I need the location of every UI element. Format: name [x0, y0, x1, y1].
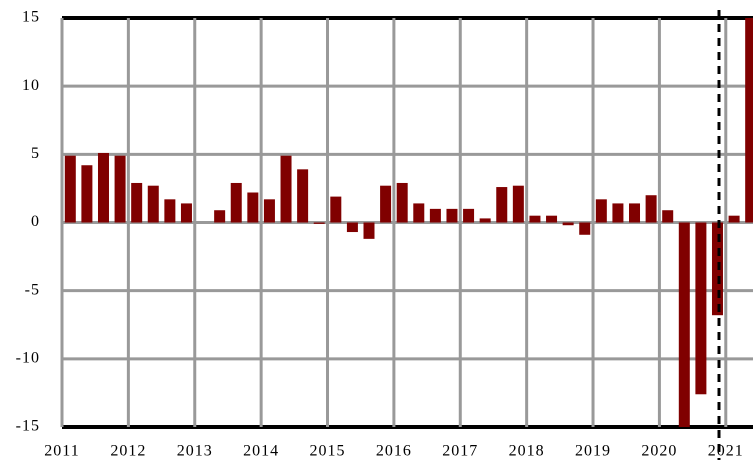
- bar: [529, 215, 541, 223]
- bar: [64, 155, 76, 223]
- bar: [313, 222, 325, 224]
- bar: [346, 222, 358, 233]
- bar: [629, 203, 641, 223]
- y-tick-label: -15: [16, 418, 40, 435]
- bar: [131, 182, 143, 223]
- bar: [579, 222, 591, 235]
- x-tick-label: 2011: [44, 443, 79, 460]
- bar: [280, 155, 292, 223]
- bar: [147, 185, 159, 223]
- y-tick-label: -10: [16, 350, 40, 367]
- bar: [180, 203, 192, 223]
- y-tick-label: -5: [25, 281, 40, 298]
- bar: [562, 222, 574, 226]
- bar: [446, 208, 458, 223]
- bar: [297, 169, 309, 223]
- bar: [81, 165, 93, 223]
- x-tick-label: 2020: [641, 443, 677, 460]
- bar: [164, 199, 176, 223]
- x-tick-label: 2019: [575, 443, 611, 460]
- grid: [60, 16, 753, 429]
- bar: [745, 18, 753, 223]
- bar: [97, 152, 109, 223]
- bar: [612, 203, 624, 223]
- x-tick-label: 2012: [110, 443, 146, 460]
- bar: [728, 215, 740, 223]
- x-tick-label: 2015: [310, 443, 346, 460]
- bars: [64, 18, 753, 427]
- y-tick-label: 10: [22, 77, 40, 94]
- bar: [512, 185, 524, 223]
- bar: [230, 182, 242, 223]
- bar: [546, 215, 558, 223]
- x-tick-label: 2017: [442, 443, 478, 460]
- bar: [711, 222, 723, 316]
- bar: [214, 210, 226, 223]
- bar: [247, 192, 259, 223]
- bar: [330, 196, 342, 223]
- bar: [114, 155, 126, 223]
- bar: [678, 222, 690, 427]
- y-tick-label: 5: [31, 145, 40, 162]
- bar: [396, 182, 408, 223]
- y-tick-label: 15: [22, 9, 40, 26]
- bar: [645, 195, 657, 223]
- bar: [479, 218, 491, 223]
- x-tick-label: 2021: [708, 443, 744, 460]
- bar: [463, 208, 475, 223]
- bar: [662, 210, 674, 223]
- x-tick-label: 2016: [376, 443, 412, 460]
- x-tick-label: 2013: [177, 443, 213, 460]
- bar: [595, 199, 607, 223]
- bar: [413, 203, 425, 223]
- bar: [429, 208, 441, 223]
- x-tick-label: 2018: [509, 443, 545, 460]
- bar: [496, 187, 508, 223]
- bar: [380, 185, 392, 223]
- bar: [695, 222, 707, 395]
- y-tick-label: 0: [31, 213, 40, 230]
- bar: [263, 199, 275, 223]
- x-tick-label: 2014: [243, 443, 279, 460]
- bar: [363, 222, 375, 239]
